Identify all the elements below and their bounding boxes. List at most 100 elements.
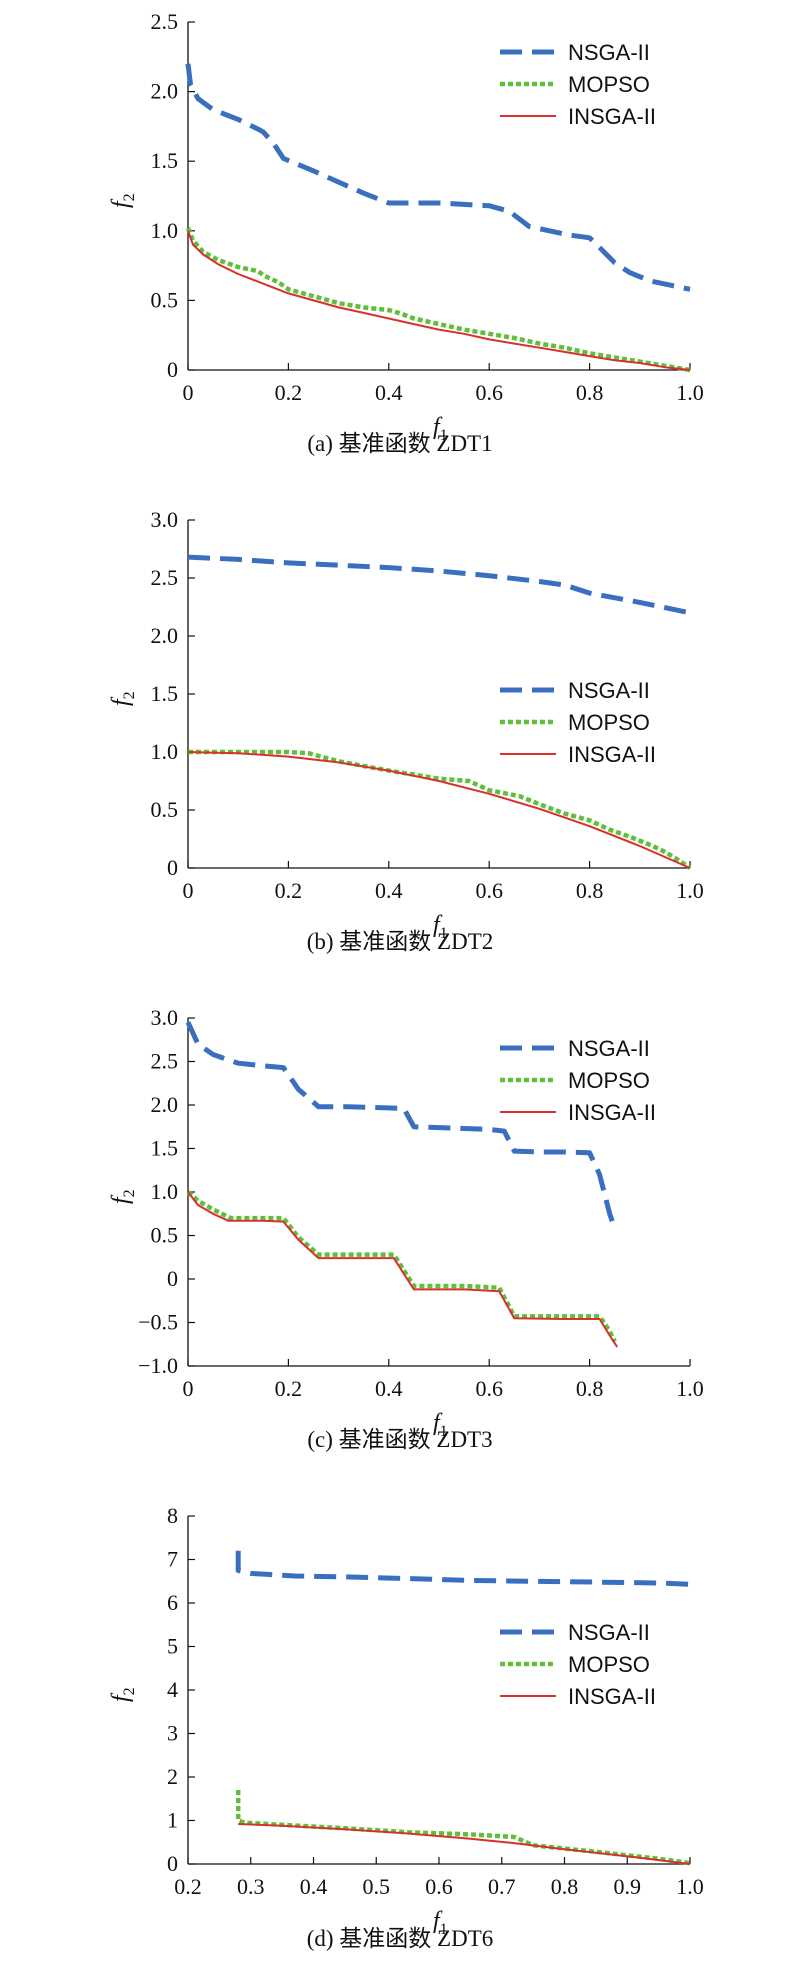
x-tick-label: 0.8: [576, 1376, 604, 1401]
x-tick-label: 0.4: [375, 1376, 403, 1401]
chart-panel-1: 0 0.5 1.0 1.5 2.0 2.5 0 0.2 0.4 0.6 0.8 1.0 f1 f2 NSGA…: [108, 9, 704, 456]
x-tick-label: 1.0: [676, 1376, 704, 1401]
y-tick-label: 0.5: [151, 1223, 179, 1248]
y-tick-label: 0: [167, 1851, 178, 1876]
series-line-insga-ii: [187, 751, 691, 869]
x-tick-label: 0.9: [614, 1874, 642, 1899]
series-line-insga-ii: [238, 1823, 691, 1865]
series-line-nsga-ii: [185, 63, 691, 292]
legend-label-insga-ii: INSGA-II: [568, 104, 656, 129]
y-tick-label: 2: [167, 1764, 178, 1789]
y-tick-label: 1.5: [151, 148, 179, 173]
series-line-nsga-ii: [187, 554, 691, 616]
y-tick-label: 3.0: [151, 1005, 179, 1030]
y-tick-label: 1.0: [151, 739, 179, 764]
legend-label-mopso: MOPSO: [568, 72, 650, 97]
y-tick-label: 2.5: [151, 565, 179, 590]
x-tick-label: 0.7: [488, 1874, 516, 1899]
x-tick-label: 0.2: [275, 380, 303, 405]
y-tick-label: 2.0: [151, 1092, 179, 1117]
x-axis-label: f1: [433, 912, 448, 942]
legend-label-insga-ii: INSGA-II: [568, 1684, 656, 1709]
series-line-mopso: [188, 749, 692, 870]
y-tick-label: 1: [167, 1808, 178, 1833]
y-axis-label: f2: [108, 691, 138, 706]
y-tick-label: 8: [167, 1503, 178, 1528]
y-tick-label: 1.0: [151, 1179, 179, 1204]
legend: NSGA-II MOPSO INSGA-II: [500, 678, 656, 767]
series-line-nsga-ii: [185, 1021, 618, 1230]
x-axis-label: f1: [433, 414, 448, 444]
legend-label-nsga-ii: NSGA-II: [568, 678, 650, 703]
chart-caption: (c) 基准函数 ZDT3: [307, 1427, 492, 1452]
y-tick-label: 6: [167, 1590, 178, 1615]
y-tick-label: 4: [167, 1677, 178, 1702]
legend-label-nsga-ii: NSGA-II: [568, 40, 650, 65]
legend: NSGA-II MOPSO INSGA-II: [500, 1620, 656, 1709]
series-line-insga-ii: [187, 1191, 619, 1348]
legend-label-mopso: MOPSO: [568, 710, 650, 735]
y-tick-label: 1.5: [151, 1136, 179, 1161]
x-tick-label: 0.2: [275, 878, 303, 903]
x-tick-label: 0.2: [174, 1874, 202, 1899]
y-tick-label: 5: [167, 1634, 178, 1659]
series-line-insga-ii: [187, 230, 691, 371]
x-tick-label: 1.0: [676, 878, 704, 903]
legend: NSGA-II MOPSO INSGA-II: [500, 1036, 656, 1125]
chart-panel-2: 0 0.5 1.0 1.5 2.0 2.5 3.0 0 0.2 0.4 0.6 0.8 1.0 f1 f2 N…: [108, 507, 704, 954]
y-tick-label: 2.5: [151, 1049, 179, 1074]
legend-label-nsga-ii: NSGA-II: [568, 1620, 650, 1645]
y-tick-label: 2.0: [151, 79, 179, 104]
x-tick-label: 0.8: [576, 878, 604, 903]
y-tick-label: 0.5: [151, 287, 179, 312]
x-tick-label: 0.3: [237, 1874, 265, 1899]
x-tick-label: 0.8: [551, 1874, 579, 1899]
legend-label-mopso: MOPSO: [568, 1652, 650, 1677]
x-tick-label: 0.2: [275, 1376, 303, 1401]
x-tick-label: 0.5: [363, 1874, 391, 1899]
y-tick-label: 0: [167, 1266, 178, 1291]
x-axis-label: f1: [433, 1410, 448, 1440]
y-axis-label: f2: [108, 1189, 138, 1204]
y-tick-label: 3: [167, 1721, 178, 1746]
y-tick-label: 2.5: [151, 9, 179, 34]
y-axis-label: f2: [108, 1687, 138, 1702]
legend-label-insga-ii: INSGA-II: [568, 1100, 656, 1125]
legend: NSGA-II MOPSO INSGA-II: [500, 40, 656, 129]
y-tick-label: −1.0: [138, 1353, 178, 1378]
x-tick-label: 0.4: [300, 1874, 328, 1899]
legend-label-nsga-ii: NSGA-II: [568, 1036, 650, 1061]
x-axis-label: f1: [433, 1908, 448, 1938]
x-tick-label: 0: [183, 1376, 194, 1401]
series-line-mopso: [185, 227, 691, 373]
y-tick-label: 0: [167, 357, 178, 382]
chart-caption: (d) 基准函数 ZDT6: [307, 1926, 494, 1951]
x-tick-label: 1.0: [676, 380, 704, 405]
legend-label-mopso: MOPSO: [568, 1068, 650, 1093]
series-line-mopso: [186, 1190, 617, 1343]
x-tick-label: 0: [183, 380, 194, 405]
x-tick-label: 0.6: [425, 1874, 453, 1899]
legend-label-insga-ii: INSGA-II: [568, 742, 656, 767]
y-tick-label: 2.0: [151, 623, 179, 648]
y-tick-label: 7: [167, 1547, 178, 1572]
chart-caption: (b) 基准函数 ZDT2: [307, 929, 494, 954]
y-tick-label: −0.5: [138, 1310, 178, 1335]
y-tick-label: 3.0: [151, 507, 179, 532]
x-tick-label: 0.6: [475, 878, 503, 903]
chart-caption: (a) 基准函数 ZDT1: [307, 431, 492, 456]
y-tick-label: 1.5: [151, 681, 179, 706]
chart-panel-3: −1.0 −0.5 0 0.5 1.0 1.5 2.0 2.5 3.0 0 0.2 0.4 0.6 0.8…: [108, 1005, 704, 1452]
series-line-nsga-ii: [235, 1550, 691, 1587]
y-tick-label: 0: [167, 855, 178, 880]
x-tick-label: 0.6: [475, 1376, 503, 1401]
x-tick-label: 0.8: [576, 380, 604, 405]
y-axis-label: f2: [108, 193, 138, 208]
x-tick-label: 0.4: [375, 380, 403, 405]
x-tick-label: 0.6: [475, 380, 503, 405]
x-tick-label: 1.0: [676, 1874, 704, 1899]
chart-panel-4: 0 1 2 3 4 5 6 7 8 0.2 0.3 0.4 0.5 0.6 0.7 0.8 0.9 1.0 f1 f2…: [108, 1503, 704, 1951]
x-tick-label: 0: [183, 878, 194, 903]
y-tick-label: 1.0: [151, 218, 179, 243]
